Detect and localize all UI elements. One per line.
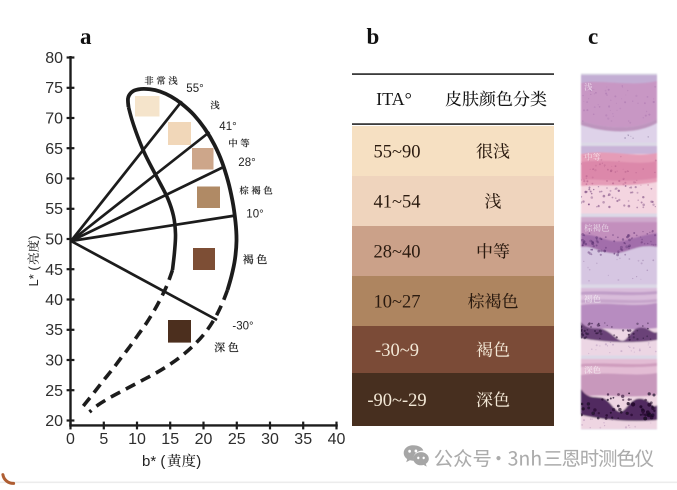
svg-text:28°: 28° (238, 157, 255, 169)
svg-text:10°: 10° (246, 209, 263, 221)
svg-text:5: 5 (99, 431, 108, 448)
svg-text:-30~9: -30~9 (375, 341, 419, 361)
svg-text:55: 55 (45, 201, 63, 218)
svg-text:75: 75 (45, 80, 63, 97)
svg-text:40: 40 (328, 431, 346, 448)
svg-text:): ) (26, 235, 41, 239)
svg-text:70: 70 (45, 111, 63, 128)
svg-text:-90~-29: -90~-29 (367, 391, 426, 411)
svg-text:20: 20 (195, 431, 213, 448)
svg-text:30: 30 (261, 431, 279, 448)
svg-text:25: 25 (228, 431, 246, 448)
svg-text:b: b (367, 24, 380, 49)
svg-text:25: 25 (45, 383, 63, 400)
svg-text:20: 20 (45, 413, 63, 430)
svg-text:): ) (196, 453, 201, 470)
svg-text:L* (: L* ( (26, 266, 41, 287)
svg-text:41°: 41° (219, 121, 236, 133)
svg-text:55~90: 55~90 (373, 143, 420, 163)
svg-text:50: 50 (45, 232, 63, 249)
svg-text:-30°: -30° (232, 321, 253, 333)
svg-text:30: 30 (45, 353, 63, 370)
svg-text:35: 35 (294, 431, 312, 448)
svg-text:28~40: 28~40 (373, 243, 420, 263)
svg-text:15: 15 (161, 431, 179, 448)
svg-text:0: 0 (66, 431, 75, 448)
svg-text:65: 65 (45, 141, 63, 158)
svg-text:60: 60 (45, 171, 63, 188)
svg-text:ITA°: ITA° (376, 89, 412, 109)
svg-text:35: 35 (45, 322, 63, 339)
svg-text:c: c (588, 24, 598, 49)
svg-text:b* (: b* ( (142, 453, 165, 470)
svg-text:10~27: 10~27 (373, 293, 420, 313)
svg-text:45: 45 (45, 262, 63, 279)
svg-text:80: 80 (45, 50, 63, 67)
svg-text:10: 10 (128, 431, 146, 448)
svg-text:41~54: 41~54 (373, 193, 420, 213)
svg-text:40: 40 (45, 292, 63, 309)
svg-text:a: a (80, 24, 92, 49)
svg-text:55°: 55° (186, 83, 203, 95)
